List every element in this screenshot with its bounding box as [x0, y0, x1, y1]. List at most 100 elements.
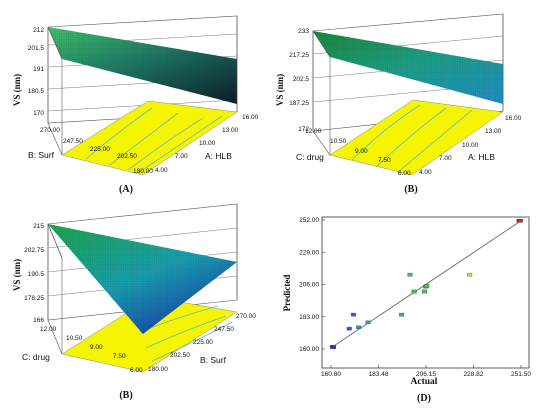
tick-label: 10.00: [199, 140, 216, 147]
tick-label: 202.50: [170, 352, 190, 359]
x-tick-label: 206.15: [416, 371, 436, 378]
panel-b: 233 217.25 202.5 187.25 172 VS (nm) 12.0…: [275, 13, 522, 195]
panel-a: 212 201.5 191 180.5 170 VS (nm) 270.00 2…: [12, 15, 259, 195]
tick-label: 225.00: [193, 339, 213, 346]
tick-label: 4.00: [155, 167, 168, 174]
data-point: [422, 289, 428, 294]
panel-a-x-label: A: HLB: [205, 151, 232, 161]
panel-b-z-ticks: 233 217.25 202.5 187.25 172: [289, 28, 309, 133]
tick-label: 172: [298, 126, 309, 133]
y-tick-label: 229.00: [299, 249, 319, 256]
panel-b-y-label: C: drug: [296, 152, 324, 162]
tick-label: 233: [298, 28, 309, 35]
tick-label: 16.00: [505, 115, 522, 122]
panel-b-y-ticks: 12.00 10.50 9.00 7.50 6.00: [305, 128, 411, 177]
tick-label: 212: [33, 27, 44, 34]
panel-c-y-ticks: 12.00 10.50 9.00 7.50 6.00: [40, 326, 143, 374]
panel-a-contours: [85, 107, 223, 174]
tick-label: 9.00: [90, 344, 103, 351]
panel-d-x-ticks: 160.80 183.48 206.15 228.82 251.50: [321, 365, 531, 378]
panel-c-floor: [61, 296, 238, 373]
panel-c: 215 202.75 190.5 178.25 166 VS (nm) 12.0…: [12, 203, 256, 401]
tick-label: 190.5: [28, 271, 45, 278]
tick-label: 7.00: [175, 153, 188, 160]
panel-a-y-label: B: Surf: [28, 150, 55, 160]
x-tick-label: 228.82: [464, 371, 484, 378]
tick-label: 13.00: [485, 128, 502, 135]
tick-label: 170: [33, 110, 44, 117]
panel-a-label: (A): [119, 184, 133, 195]
panel-b-x-ticks: 4.00 7.00 10.00 13.00 16.00: [419, 115, 522, 176]
panel-d: 160.80 183.48 206.15 228.82 251.50 160.00 183…: [282, 216, 531, 404]
panel-b-contours: [351, 104, 473, 173]
tick-label: 13.00: [222, 127, 239, 134]
tick-label: 180.00: [148, 366, 168, 373]
data-point: [356, 325, 362, 330]
tick-label: 9.00: [355, 148, 368, 155]
panel-a-x-ticks: 4.00 7.00 10.00 13.00 16.00: [155, 114, 259, 174]
tick-label: 166: [33, 317, 44, 324]
panel-c-x-ticks: 180.00 202.50 225.00 247.50 270.00: [148, 313, 256, 373]
tick-label: 16.00: [242, 114, 259, 121]
y-tick-label: 183.00: [299, 314, 319, 321]
panel-d-points: [330, 218, 523, 349]
tick-label: 270.00: [40, 127, 60, 134]
panel-c-label: (B): [119, 390, 132, 401]
tick-label: 7.50: [378, 157, 391, 164]
tick-label: 187.25: [289, 100, 309, 107]
data-point: [331, 345, 336, 349]
panel-a-y-ticks: 270.00 247.50 225.00 202.50 180.00: [40, 127, 153, 175]
tick-label: 217.25: [289, 52, 309, 59]
panel-c-z-label: VS (nm): [12, 259, 22, 291]
data-point: [399, 312, 405, 317]
panel-c-y-label: C: drug: [22, 352, 50, 362]
tick-label: 215: [33, 223, 44, 230]
panel-a-z-ticks: 212 201.5 191 180.5 170: [28, 27, 45, 117]
data-point: [411, 289, 417, 294]
tick-label: 10.50: [330, 138, 347, 145]
tick-label: 7.00: [439, 155, 452, 162]
panel-d-x-label: Actual: [411, 377, 438, 387]
data-point: [517, 218, 523, 223]
tick-label: 180.00: [133, 168, 153, 175]
panel-b-floor: [329, 99, 504, 176]
data-point: [346, 326, 352, 331]
y-tick-label: 252.00: [299, 217, 319, 224]
panel-a-floor: [61, 100, 238, 176]
tick-label: 202.50: [117, 153, 137, 160]
panel-b-x-label: A: HLB: [468, 152, 495, 162]
tick-label: 202.5: [293, 76, 310, 83]
tick-label: 6.00: [398, 170, 411, 177]
tick-label: 10.50: [66, 335, 83, 342]
panel-c-left-wall: [47, 223, 63, 355]
data-point: [407, 272, 413, 277]
tick-label: 191: [33, 66, 44, 73]
x-tick-label: 160.80: [321, 371, 341, 378]
tick-label: 7.50: [113, 353, 126, 360]
tick-label: 247.50: [63, 138, 83, 145]
tick-label: 247.50: [214, 326, 234, 333]
tick-label: 202.75: [24, 247, 44, 254]
y-tick-label: 206.00: [299, 282, 319, 289]
panel-d-label: (D): [417, 393, 431, 404]
tick-label: 10.00: [462, 142, 479, 149]
data-point: [424, 284, 430, 288]
tick-label: 201.5: [28, 45, 45, 52]
panel-b-label: (B): [404, 184, 417, 195]
tick-label: 6.00: [130, 367, 143, 374]
panel-b-z-label: VS (nm): [275, 74, 285, 106]
x-tick-label: 251.50: [511, 371, 531, 378]
panel-a-z-label: VS (nm): [12, 74, 22, 106]
data-point: [365, 320, 371, 325]
data-point: [350, 312, 356, 317]
panel-d-y-label: Predicted: [282, 275, 292, 312]
tick-label: 12.00: [40, 326, 57, 333]
x-tick-label: 183.48: [369, 371, 389, 378]
tick-label: 4.00: [419, 169, 432, 176]
tick-label: 270.00: [236, 313, 256, 320]
panel-c-x-label: B: Surf: [200, 355, 227, 365]
tick-label: 225.00: [90, 146, 110, 153]
tick-label: 180.5: [28, 88, 45, 95]
y-tick-label: 160.00: [299, 346, 319, 353]
